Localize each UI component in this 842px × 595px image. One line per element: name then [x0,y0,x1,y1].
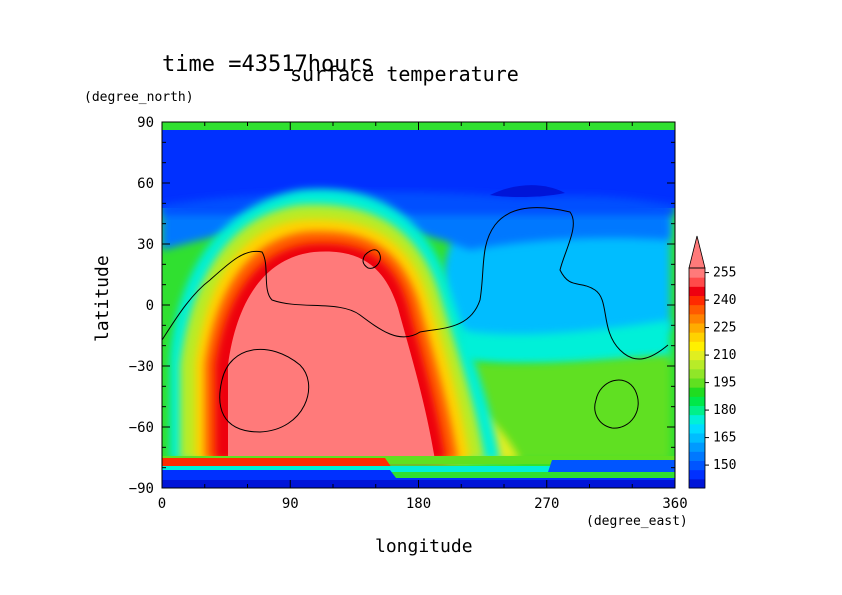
colorbar-swatch [689,433,705,443]
colorbar-swatch [689,478,705,489]
y-axis-unit: (degree_north) [84,90,194,105]
colorbar-swatch [689,359,705,370]
colorbar-swatch [689,277,705,287]
y-tick-label: −30 [129,359,154,375]
y-tick-label: −60 [129,420,154,436]
chart-title: surface temperature [290,62,519,86]
coastline-east-basin [594,379,639,429]
colorbar-swatch [689,387,705,397]
coastline-west-basin [219,349,310,433]
colorbar-label: 255 [713,266,736,281]
colorbar-swatch [689,442,705,452]
x-tick-label: 180 [406,496,431,512]
colorbar-label: 195 [713,376,736,391]
x-tick-label: 360 [662,496,687,512]
colorbar-swatch [689,378,705,388]
x-tick-label: 270 [534,496,559,512]
time-label: time =43517hours [162,52,374,77]
x-axis-unit: (degree_east) [586,514,688,529]
colorbar-label: 165 [713,431,736,446]
y-axis-ticks: 90 60 30 0 −30 −60 −90 [129,115,675,497]
field-south-band-cyan [162,466,675,472]
colorbar-swatch [689,295,705,306]
colorbar-swatch [689,405,705,416]
y-tick-label: 30 [137,237,154,253]
coastline-lake [362,249,381,269]
colorbar-swatch [689,460,705,471]
colorbar-label: 240 [713,293,736,308]
colorbar-swatch [689,313,705,324]
y-tick-label: 90 [137,115,154,131]
coastline-main [161,207,669,360]
colorbar-extend-arrow [688,235,706,269]
field-hot-core [228,251,435,460]
colorbar-swatch [689,268,705,278]
colorbar-swatch [689,286,705,296]
temperature-field [162,122,675,488]
x-axis-ticks: 0 90 180 270 360 [158,122,688,512]
field-south-band-green [162,456,675,464]
colorbar-label: 180 [713,403,736,418]
colorbar-swatch [689,350,705,361]
colorbar-swatch [689,341,705,351]
colorbar-label: 150 [713,458,736,473]
y-tick-label: 0 [146,298,154,314]
colorbar-swatch [689,332,705,342]
field-east-cyan [460,320,670,366]
colorbar-label: 210 [713,348,736,363]
field-polar-dark [490,185,565,198]
colorbar-swatch [689,323,705,333]
field-south-band-cool [548,460,675,472]
y-tick-label: 60 [137,176,154,192]
colorbar-swatch [689,368,705,379]
colorbar: 150 165 180 195 210 225 240 255 [688,235,736,489]
x-tick-label: 90 [282,496,299,512]
colorbar-frame [688,267,706,489]
colorbar-swatch [689,396,705,406]
coastlines [161,207,669,433]
x-tick-label: 0 [158,496,166,512]
x-axis-label: longitude [375,536,473,557]
y-tick-label: −90 [129,481,154,497]
colorbar-swatch [689,423,705,434]
field-south-band-red [162,458,675,468]
colorbar-swatch [689,304,705,315]
colorbar-swatch [689,414,705,425]
colorbar-swatch [689,451,705,461]
colorbar-label: 225 [713,321,736,336]
colorbar-swatch [689,469,705,480]
